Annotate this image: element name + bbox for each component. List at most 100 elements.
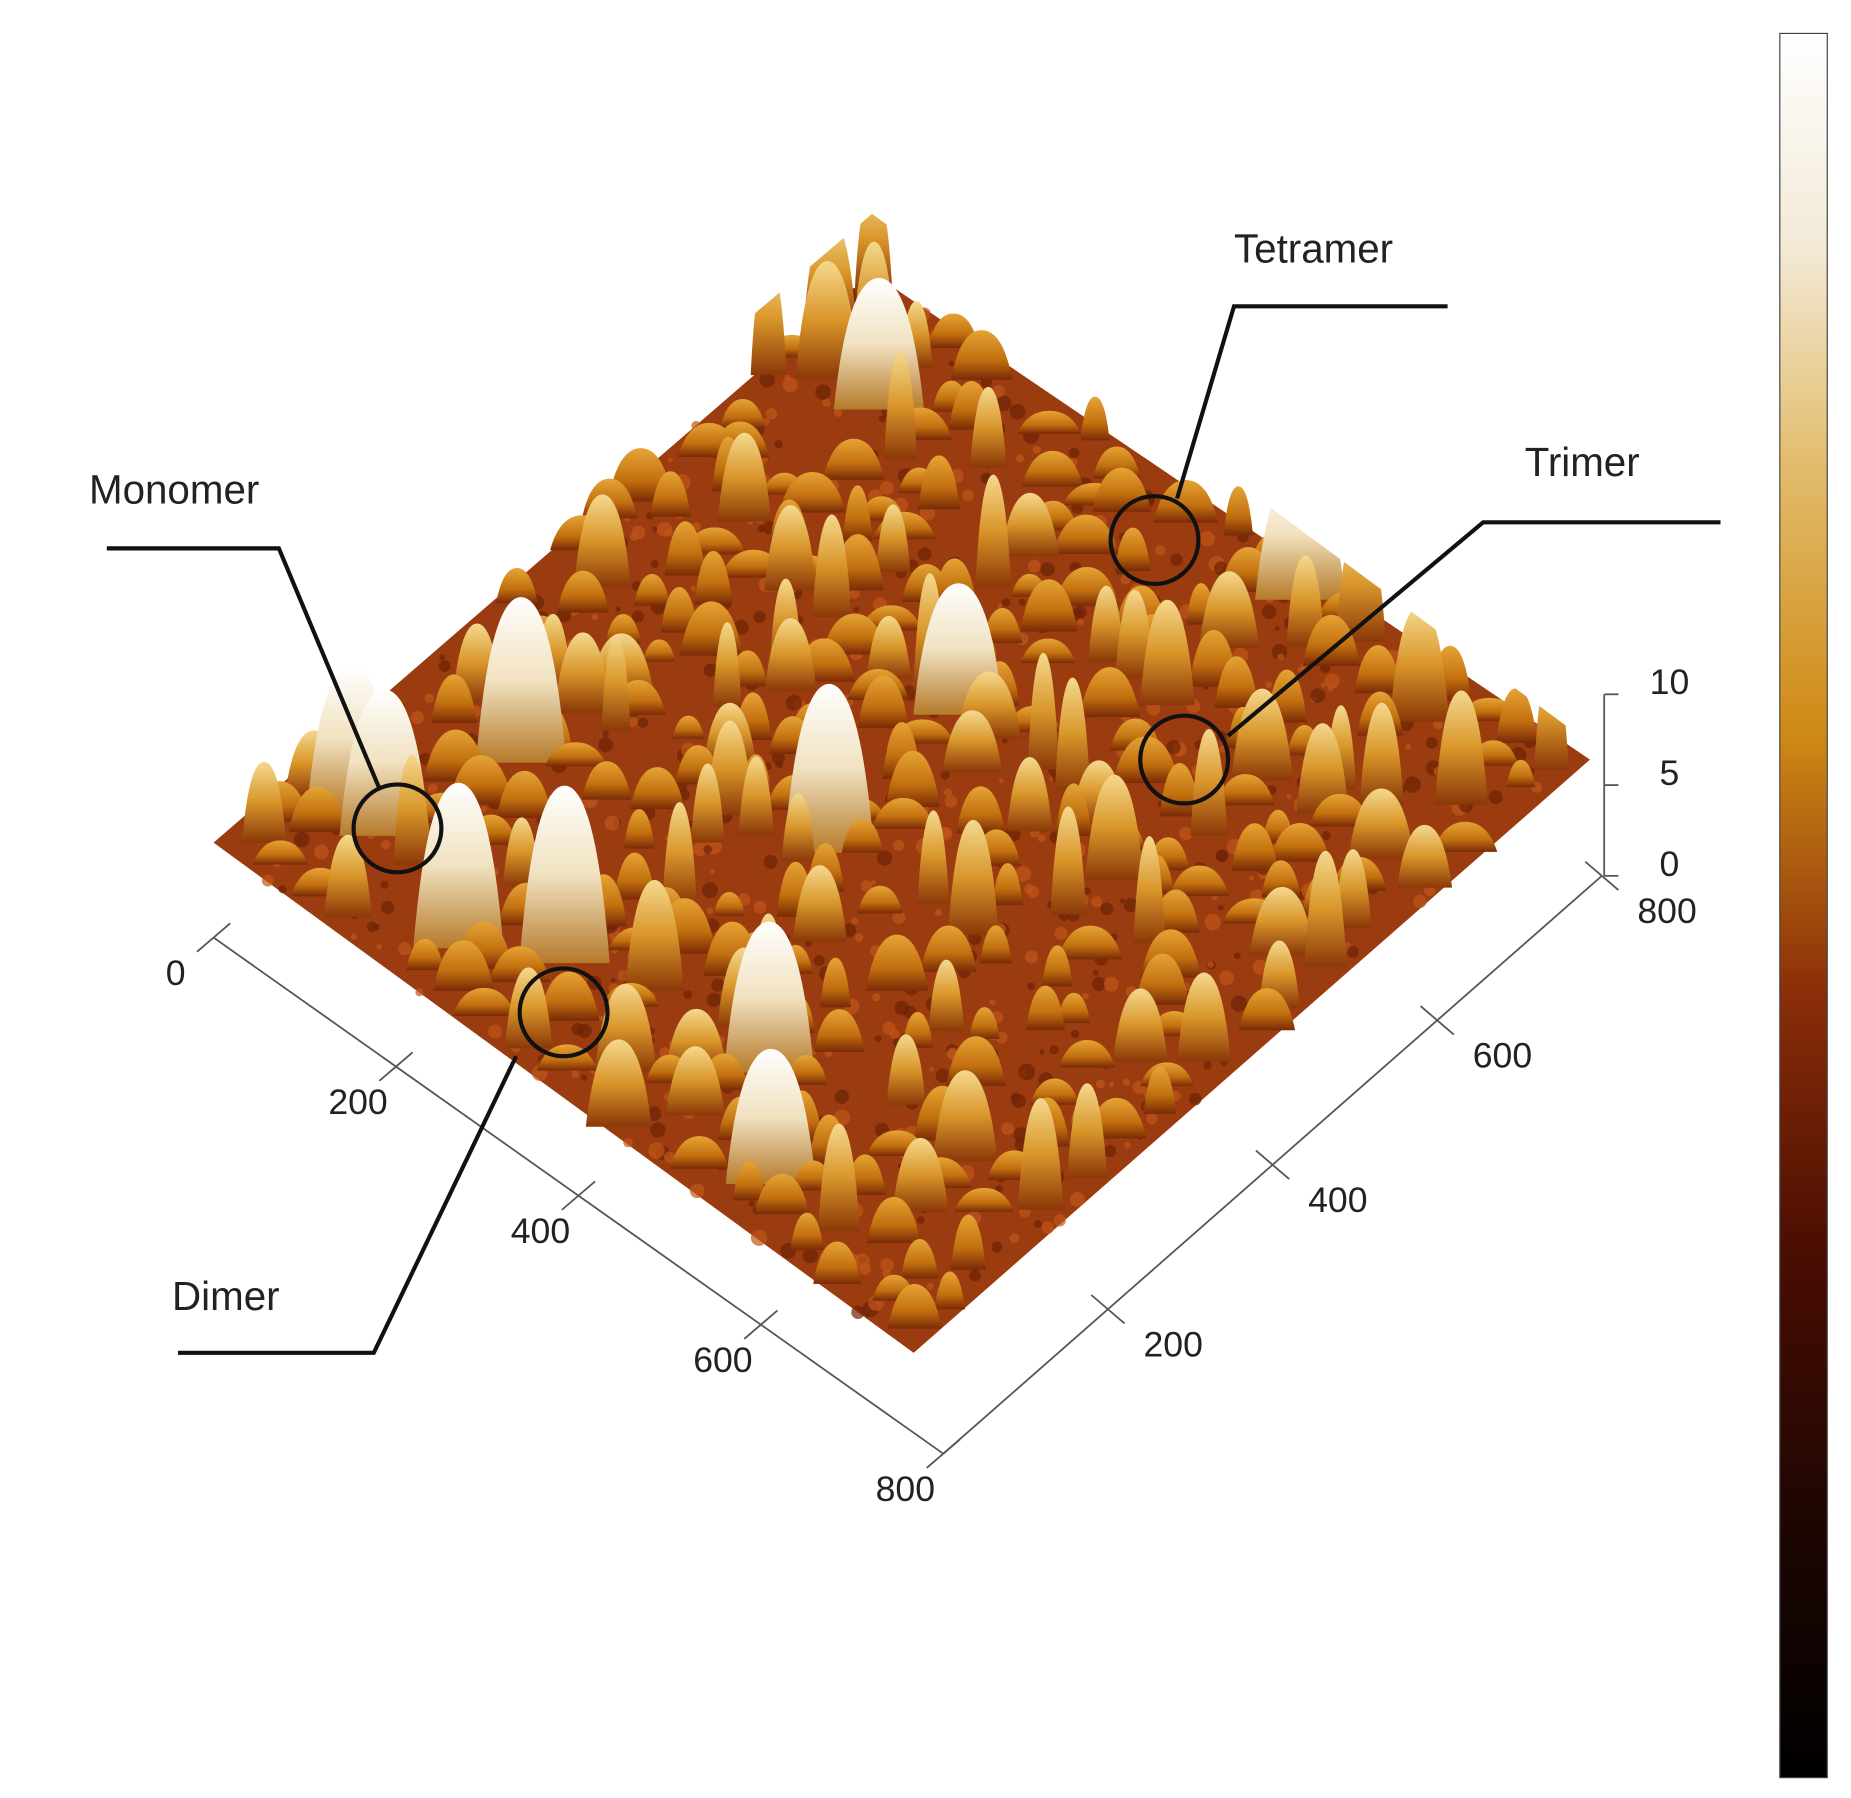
texture (1433, 720, 1443, 730)
peak (1050, 806, 1087, 915)
texture (1274, 625, 1280, 631)
x-tick-label: 0 (166, 953, 186, 993)
texture (1027, 559, 1041, 573)
peak (1112, 736, 1180, 783)
highlight-circle (1108, 494, 1201, 587)
texture (1040, 562, 1055, 577)
peak (841, 818, 884, 853)
x-tick (577, 1180, 596, 1197)
peak (1030, 1078, 1080, 1105)
peak (872, 797, 935, 829)
peak (660, 586, 698, 633)
texture (1424, 885, 1436, 897)
peak (934, 1271, 965, 1310)
peak (1079, 667, 1140, 718)
texture (1109, 1082, 1115, 1088)
leader-line (106, 546, 382, 791)
peak (1348, 788, 1415, 859)
texture (935, 1068, 950, 1083)
y-tick-out (1107, 1308, 1126, 1325)
texture (1039, 1049, 1045, 1055)
texture (488, 1024, 502, 1039)
texture (1069, 1191, 1085, 1207)
texture (667, 457, 673, 463)
texture (1037, 834, 1046, 843)
texture (637, 717, 649, 728)
peak (1286, 555, 1325, 647)
peak (475, 597, 567, 763)
texture (1261, 604, 1277, 620)
texture (1219, 970, 1234, 986)
peak (917, 810, 950, 904)
peak (725, 1048, 816, 1185)
texture (1216, 851, 1228, 863)
x-tick-out (561, 1194, 580, 1211)
texture (1488, 790, 1503, 805)
y-tick-label: 200 (1144, 1325, 1203, 1365)
peak (1017, 410, 1082, 434)
texture (1018, 1063, 1035, 1081)
texture (683, 990, 693, 1000)
texture (989, 999, 996, 1006)
peak (918, 455, 960, 510)
texture (1054, 927, 1068, 940)
colorbar (1779, 32, 1828, 1779)
texture (940, 770, 950, 780)
y-tick-out (1436, 1019, 1455, 1036)
texture (948, 360, 955, 367)
peak (1133, 836, 1166, 944)
peak (875, 504, 911, 572)
peak (754, 1173, 810, 1215)
peak (954, 1187, 1014, 1212)
y-tick (1090, 1294, 1109, 1310)
texture (1146, 1113, 1158, 1125)
texture (929, 1066, 934, 1072)
peak (980, 925, 1012, 964)
texture (992, 385, 1005, 398)
z-tick-label: 0 (1660, 844, 1680, 884)
texture (314, 844, 329, 860)
peak (630, 767, 685, 810)
peak (857, 885, 903, 914)
texture (1053, 1214, 1066, 1227)
texture (763, 854, 778, 869)
z-tick-label: 5 (1660, 753, 1680, 793)
texture (1076, 618, 1085, 626)
peak (1006, 757, 1053, 832)
texture (759, 371, 775, 388)
texture (944, 795, 958, 808)
texture (934, 908, 942, 917)
peak (650, 471, 691, 517)
texture (880, 1258, 895, 1272)
texture (805, 940, 812, 948)
peak (496, 770, 553, 818)
texture (293, 831, 310, 848)
peak (413, 782, 504, 949)
texture (652, 526, 658, 532)
texture (1041, 1221, 1055, 1234)
texture (1103, 976, 1119, 992)
peak (242, 761, 287, 843)
texture (581, 1074, 588, 1081)
texture (854, 1253, 870, 1270)
texture (1324, 673, 1340, 689)
texture (1405, 743, 1412, 750)
texture (1404, 776, 1421, 793)
texture (480, 805, 488, 812)
peak (724, 921, 815, 1073)
texture (1286, 794, 1292, 800)
peak (1080, 396, 1110, 441)
x-tick (395, 1051, 414, 1068)
texture (703, 663, 718, 678)
peak (790, 1212, 824, 1251)
peak (393, 754, 431, 866)
x-tick (942, 1438, 961, 1455)
texture (1265, 681, 1273, 689)
annotation-label: Monomer (89, 466, 259, 512)
texture (1049, 1045, 1059, 1055)
texture (1124, 1141, 1131, 1149)
texture (571, 1070, 580, 1079)
peak (842, 485, 873, 541)
peak (288, 786, 347, 832)
texture (1092, 969, 1099, 976)
